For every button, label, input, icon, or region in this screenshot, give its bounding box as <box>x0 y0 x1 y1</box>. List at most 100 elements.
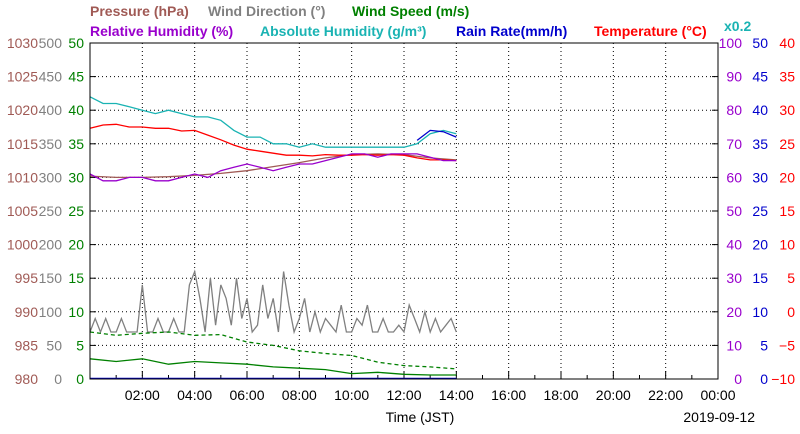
legend-absolute-humidity: Absolute Humidity (g/m³) <box>260 23 426 39</box>
y-tick-pressure: 980 <box>15 371 39 387</box>
series-absolute-humidity-g-m <box>89 96 457 148</box>
y-tick-wind_dir: 400 <box>39 102 63 118</box>
y-tick-humidity: 30 <box>726 270 742 286</box>
y-tick-temperature: −10 <box>771 371 795 387</box>
y-tick-pressure: 995 <box>15 270 39 286</box>
y-tick-temperature: 40 <box>779 35 795 51</box>
y-tick-temperature: 0 <box>787 304 795 320</box>
y-tick-pressure: 1015 <box>7 136 38 152</box>
y-tick-rain: 45 <box>752 69 768 85</box>
legend-wind-direction: Wind Direction (°) <box>208 3 325 19</box>
y-tick-wind_speed: 45 <box>68 69 84 85</box>
y-tick-rain: 30 <box>752 169 768 185</box>
x-tick-label: 06:00 <box>229 387 264 403</box>
y-tick-rain: 20 <box>752 237 768 253</box>
y-tick-pressure: 985 <box>15 337 39 353</box>
y-tick-pressure: 1030 <box>7 35 38 51</box>
grid-lines <box>90 43 718 379</box>
y-tick-pressure: 990 <box>15 304 39 320</box>
y-tick-rain: 25 <box>752 203 768 219</box>
y-tick-humidity: 60 <box>726 169 742 185</box>
x-tick-label: 16:00 <box>491 387 526 403</box>
x-tick-label: 12:00 <box>386 387 421 403</box>
y-tick-wind_speed: 30 <box>68 169 84 185</box>
y-tick-humidity: 40 <box>726 237 742 253</box>
y-tick-temperature: 30 <box>779 102 795 118</box>
y-tick-humidity: 50 <box>726 203 742 219</box>
y-tick-pressure: 1005 <box>7 203 38 219</box>
series-relative-humidity <box>89 153 457 182</box>
y-tick-temperature: 10 <box>779 237 795 253</box>
y-tick-wind_speed: 15 <box>68 270 84 286</box>
x-tick-label: 14:00 <box>439 387 474 403</box>
y-tick-wind_speed: 35 <box>68 136 84 152</box>
y-tick-pressure: 1025 <box>7 69 38 85</box>
y-tick-temperature: −5 <box>779 337 795 353</box>
x-tick-label: 04:00 <box>177 387 212 403</box>
series-pressure-hpa <box>89 153 457 179</box>
y-tick-humidity: 10 <box>726 337 742 353</box>
y-tick-wind_speed: 40 <box>68 102 84 118</box>
y-tick-pressure: 1010 <box>7 169 38 185</box>
y-tick-rain: 0 <box>760 371 768 387</box>
plot-frame <box>89 42 719 380</box>
y-tick-humidity: 0 <box>734 371 742 387</box>
y-tick-wind_dir: 150 <box>39 270 63 286</box>
y-tick-wind_dir: 50 <box>46 337 62 353</box>
x-tick-label: 22:00 <box>648 387 683 403</box>
x-tick-label: 02:00 <box>125 387 160 403</box>
y-tick-wind_speed: 50 <box>68 35 84 51</box>
y-tick-temperature: 25 <box>779 136 795 152</box>
series-temperature-c <box>89 123 457 162</box>
y-tick-rain: 5 <box>760 337 768 353</box>
x-axis-label: Time (JST) <box>386 409 455 425</box>
y-tick-humidity: 100 <box>719 35 743 51</box>
y-axes: 1030102510201015101010051000995990985980… <box>7 35 795 387</box>
y-tick-temperature: 35 <box>779 69 795 85</box>
y-tick-wind_dir: 300 <box>39 169 63 185</box>
y-tick-wind_dir: 100 <box>39 304 63 320</box>
y-tick-temperature: 5 <box>787 270 795 286</box>
y-tick-wind_speed: 10 <box>68 304 84 320</box>
y-tick-rain: 15 <box>752 270 768 286</box>
legend-relative-humidity: Relative Humidity (%) <box>90 23 233 39</box>
y-tick-wind_speed: 25 <box>68 203 84 219</box>
y-tick-wind_dir: 200 <box>39 237 63 253</box>
y-tick-rain: 10 <box>752 304 768 320</box>
y-tick-wind_speed: 5 <box>76 337 84 353</box>
legend-rain-rate: Rain Rate(mm/h) <box>456 23 567 39</box>
y-tick-pressure: 1000 <box>7 237 38 253</box>
series-wind-speed-m-s-avg <box>89 358 457 376</box>
y-tick-humidity: 20 <box>726 304 742 320</box>
y-tick-wind_dir: 450 <box>39 69 63 85</box>
y-tick-wind_dir: 500 <box>39 35 63 51</box>
x-axis: 02:00 04:00 06:00 08:00 10:00 12:00 14:00 16:00… <box>90 371 736 403</box>
y-tick-wind_speed: 20 <box>68 237 84 253</box>
y-tick-temperature: 20 <box>779 169 795 185</box>
y-tick-humidity: 80 <box>726 102 742 118</box>
x-tick-label: 10:00 <box>334 387 369 403</box>
multiplier-note: x0.2 <box>724 18 751 34</box>
y-tick-wind_dir: 250 <box>39 203 63 219</box>
date-label: 2019-09-12 <box>683 409 755 425</box>
series-wind-direction <box>89 269 457 335</box>
x-tick-label: 00:00 <box>700 387 735 403</box>
legend-pressure: Pressure (hPa) <box>90 3 189 19</box>
y-tick-humidity: 70 <box>726 136 742 152</box>
y-tick-humidity: 90 <box>726 69 742 85</box>
legend-wind-speed: Wind Speed (m/s) <box>352 3 469 19</box>
y-tick-rain: 35 <box>752 136 768 152</box>
y-tick-wind_speed: 0 <box>76 371 84 387</box>
x-tick-label: 20:00 <box>596 387 631 403</box>
series-lines <box>89 96 457 376</box>
series-wind-speed-m-s-max <box>89 331 457 370</box>
x-tick-label: 08:00 <box>282 387 317 403</box>
y-tick-rain: 40 <box>752 102 768 118</box>
legend-temperature: Temperature (°C) <box>594 23 707 39</box>
series-rain-rate-mm-h <box>416 129 457 141</box>
y-tick-pressure: 1020 <box>7 102 38 118</box>
x-tick-label: 18:00 <box>543 387 578 403</box>
y-tick-wind_dir: 350 <box>39 136 63 152</box>
y-tick-temperature: 15 <box>779 203 795 219</box>
